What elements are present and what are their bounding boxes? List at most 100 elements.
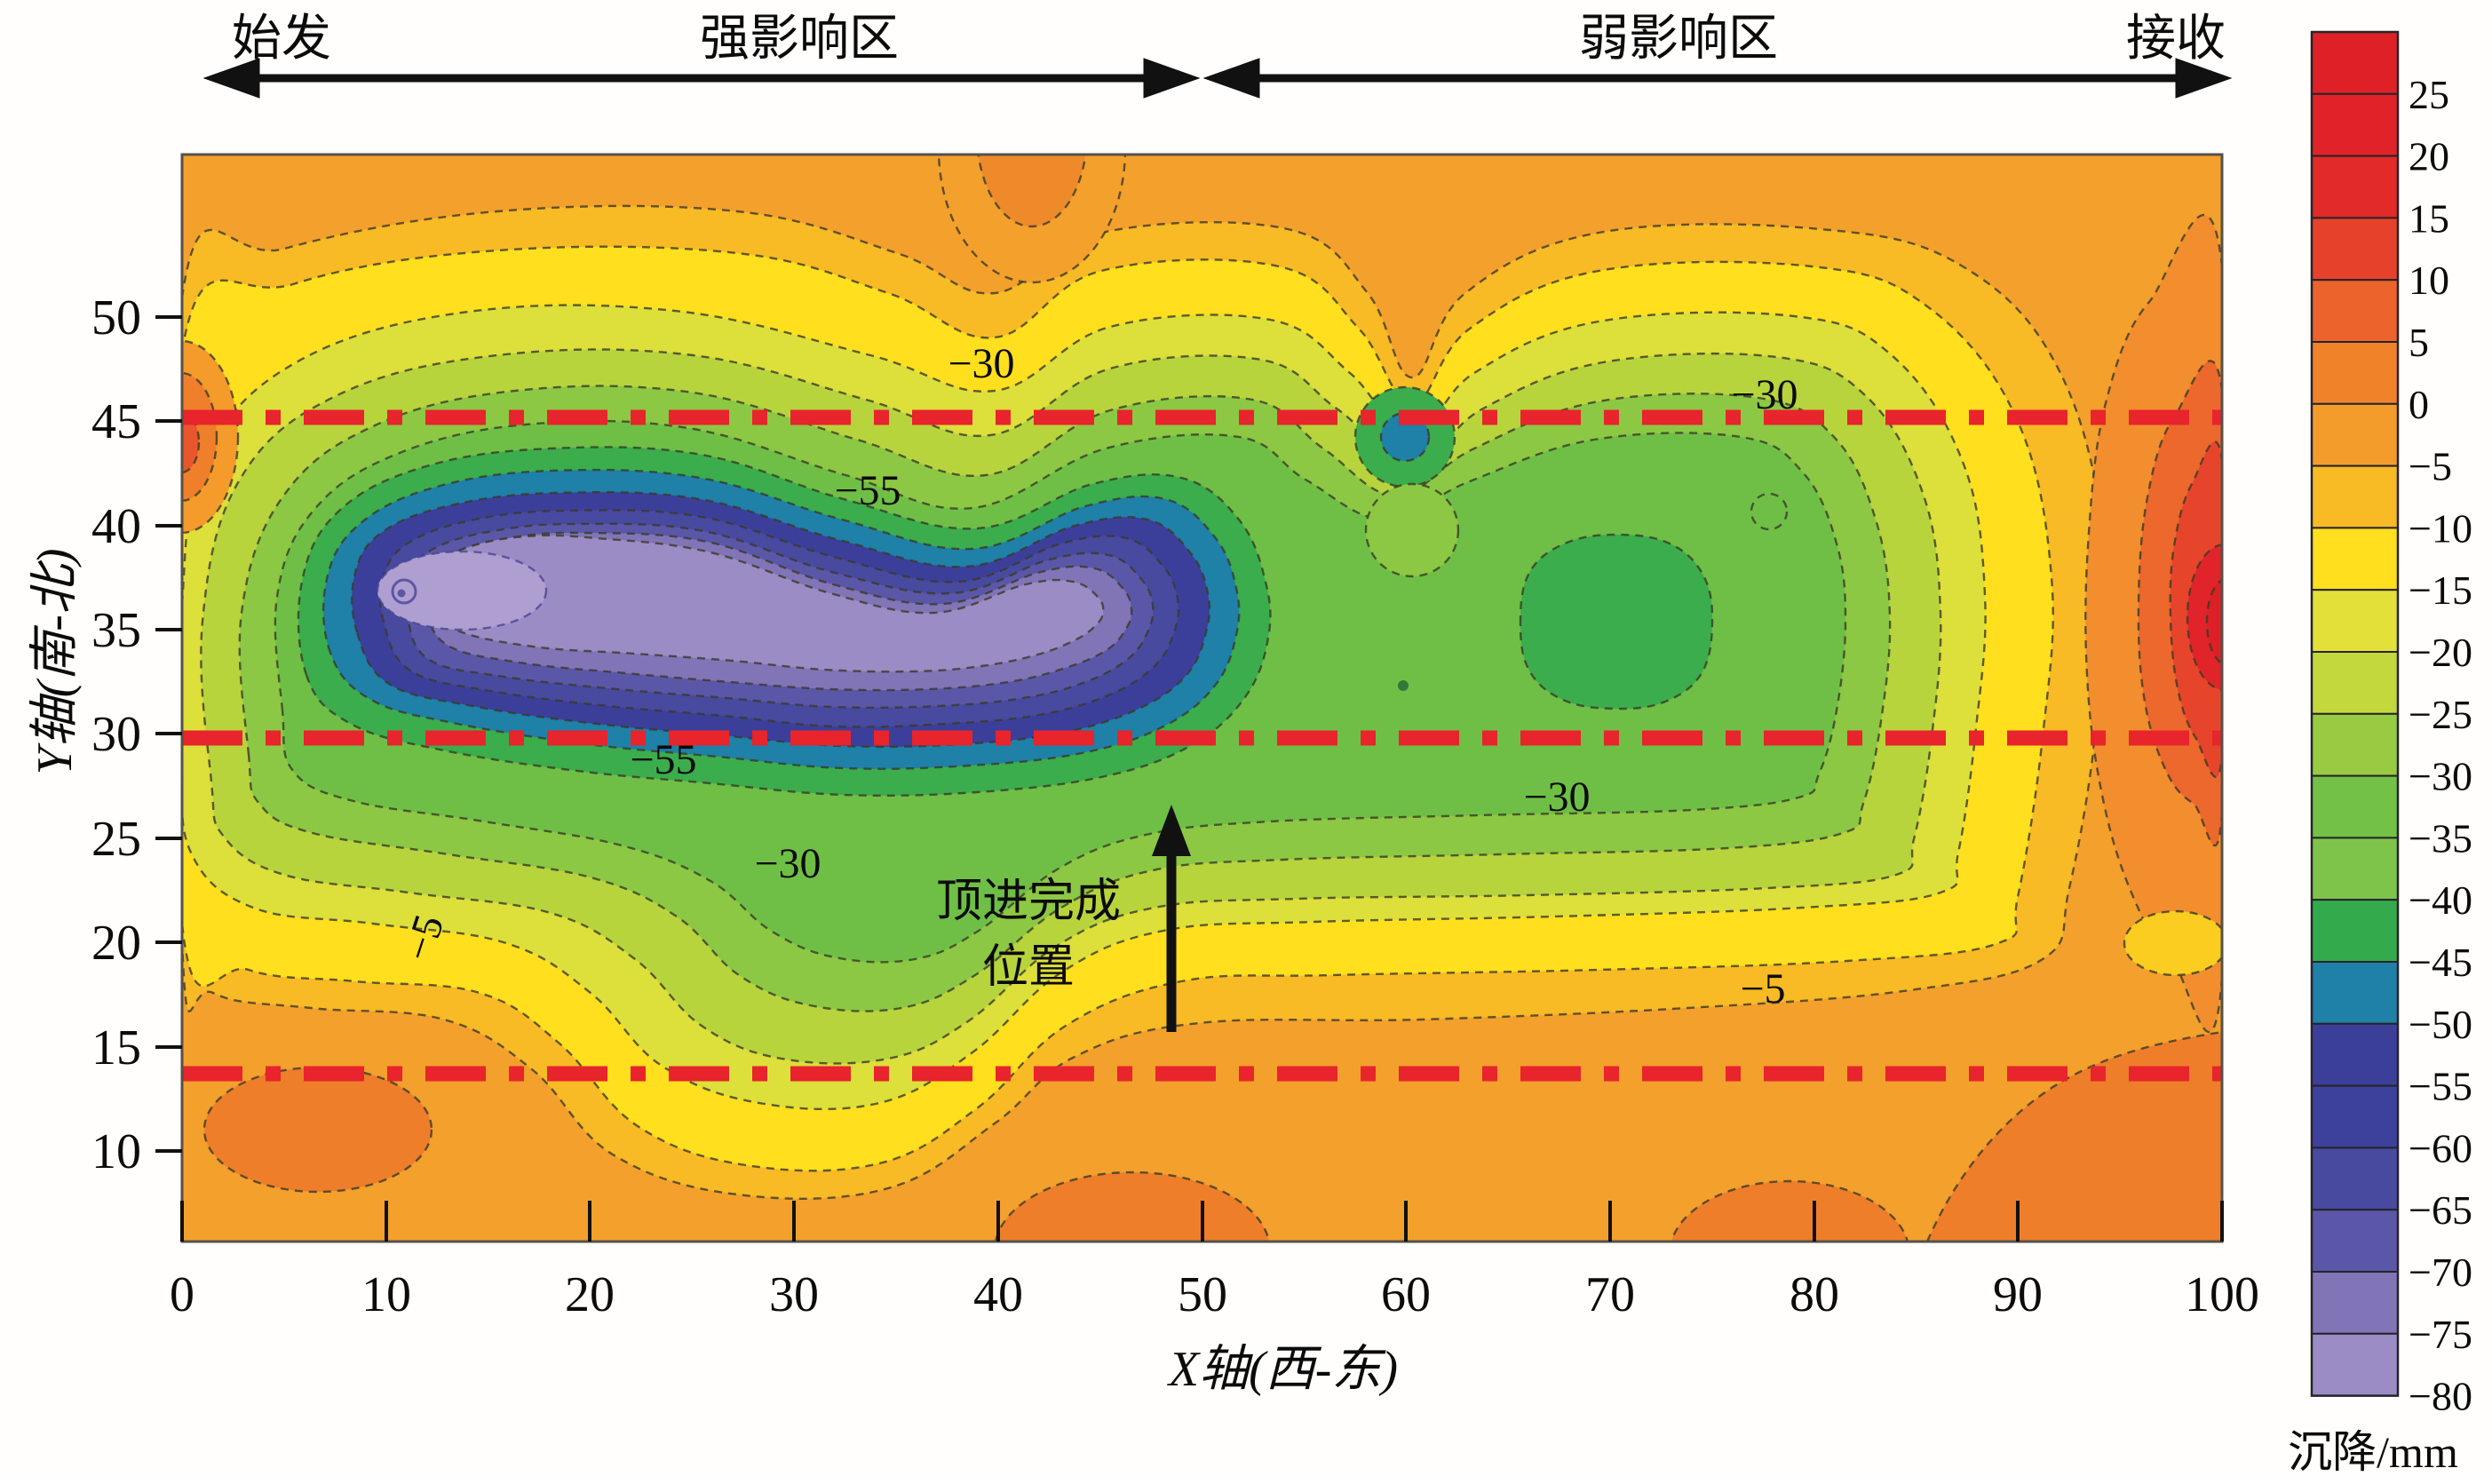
jacking-complete-annotation: 顶进完成 位置 <box>936 805 1191 1032</box>
x-tick-label: 60 <box>1381 1267 1431 1322</box>
deepest-point-ring <box>391 578 417 605</box>
colorbar-tick-label: −55 <box>2409 1064 2472 1109</box>
colorbar-block <box>2311 1271 2399 1335</box>
x-tick-label: 50 <box>1178 1267 1227 1322</box>
x-tick-label: 0 <box>170 1267 194 1322</box>
x-tick-label: 80 <box>1790 1267 1839 1322</box>
isoline-label: −5 <box>1740 965 1785 1012</box>
isoline-label: −55 <box>630 736 696 783</box>
colorbar-tick-label: 15 <box>2409 195 2449 241</box>
colorbar-block <box>2311 464 2399 529</box>
y-tick-label: 10 <box>91 1124 141 1179</box>
x-tick-label: 20 <box>565 1267 615 1322</box>
colorbar-tick-label: −70 <box>2409 1250 2472 1295</box>
colorbar-block <box>2311 961 2399 1025</box>
y-axis: 50 45 40 35 30 25 20 15 10 <box>91 290 182 1179</box>
x-tick-label: 10 <box>361 1267 411 1322</box>
colorbar-block <box>2311 774 2399 839</box>
east-edge-yellow-lens <box>2123 909 2222 977</box>
y-tick-label: 30 <box>91 707 141 762</box>
colorbar-block <box>2311 1084 2399 1149</box>
pocket--42-blob <box>1519 533 1714 710</box>
colorbar-block <box>2311 1209 2399 1273</box>
colorbar-block <box>2311 651 2399 715</box>
colorbar-block <box>2311 589 2399 654</box>
south-patch-west <box>202 1066 433 1194</box>
colorbar-block <box>2311 527 2399 591</box>
isoline-value-labels: −30−55−55−30−5−30−30−5 <box>394 340 1798 1012</box>
colorbar-tick-label: −65 <box>2409 1187 2472 1233</box>
y-tick-label: 45 <box>91 394 141 449</box>
west-edge-spot-core <box>182 410 201 474</box>
colorbar-tick-label: −5 <box>2409 444 2452 489</box>
x-axis-title: X轴(西-东) <box>1167 1342 1398 1397</box>
x-axis: 0 10 20 30 40 50 60 70 80 90 100 <box>170 1201 2259 1322</box>
colorbar-block <box>2311 1147 2399 1211</box>
top-notch-core <box>977 155 1087 228</box>
x-tick-label: 70 <box>1585 1267 1635 1322</box>
zone-label-receive: 接收 <box>2126 12 2226 67</box>
colorbar-tick-label: −35 <box>2409 815 2472 861</box>
y-tick-label: 35 <box>91 603 141 658</box>
y-axis-title: Y轴(南-北) <box>28 548 83 774</box>
east-edge-red-core <box>2186 544 2222 691</box>
strong-zone-arrow <box>202 58 1201 99</box>
colorbar-tick-label: −60 <box>2409 1125 2472 1171</box>
contour-field <box>182 155 2222 1242</box>
colorbar-block <box>2311 1332 2399 1397</box>
colorbar-block <box>2311 899 2399 964</box>
colorbar-tick-label: 5 <box>2409 320 2429 365</box>
colorbar-tick-label: −75 <box>2409 1312 2472 1357</box>
annotation-line2: 位置 <box>982 942 1075 993</box>
colorbar-tick-label: −30 <box>2409 754 2472 799</box>
colorbar-tick-label: −80 <box>2409 1374 2472 1419</box>
x-tick-label: 100 <box>2185 1267 2259 1322</box>
zone-label-weak: 弱影响区 <box>1579 12 1778 67</box>
x-tick-label: 90 <box>1993 1267 2043 1322</box>
colorbar-block <box>2311 31 2399 95</box>
colorbar-block <box>2311 712 2399 777</box>
y-tick-label: 40 <box>91 499 141 554</box>
colorbar-block <box>2311 279 2399 344</box>
zone-annotation: 始发 强影响区 弱影响区 接收 <box>202 12 2233 99</box>
isoline-label: −30 <box>1523 774 1590 821</box>
colorbar-tick-label: −40 <box>2409 877 2472 923</box>
colorbar-block <box>2311 155 2399 219</box>
up-arrow-icon <box>1152 805 1191 856</box>
isoline-label: −30 <box>754 840 821 887</box>
colorbar-tick-label: 10 <box>2409 258 2449 303</box>
south-patch-east <box>1670 1179 1909 1242</box>
east-edge-red-inner <box>2205 578 2222 665</box>
tiny-dot <box>1398 680 1409 691</box>
southeast-corner-patch <box>1925 1030 2222 1242</box>
colorbar-block <box>2311 92 2399 157</box>
colorbar-tick-label: −15 <box>2409 567 2472 613</box>
isoline-label: −30 <box>948 340 1014 387</box>
isoline-label: −55 <box>834 467 901 514</box>
reference-lines <box>182 409 2222 1082</box>
colorbar-block <box>2311 837 2399 901</box>
colorbar-block <box>2311 217 2399 282</box>
colorbar-tick-label: −25 <box>2409 692 2472 737</box>
colorbar-tick-label: −45 <box>2409 940 2472 985</box>
colorbar: 25 20 15 10 5 0 −5 −10 −15 −20 −25 −30 −35 −40 −45 −50 −… <box>2310 30 2472 1419</box>
colorbar-tick-label: 20 <box>2409 134 2449 179</box>
colorbar-tick-label: 25 <box>2409 72 2449 117</box>
zone-label-strong: 强影响区 <box>700 12 899 67</box>
top-notch-outer <box>937 155 1127 284</box>
colorbar-tick-label: 0 <box>2409 382 2429 427</box>
colorbar-frame <box>2310 30 2400 1397</box>
y-tick-label: 25 <box>91 812 141 867</box>
colorbar-tick-label: −10 <box>2409 505 2472 551</box>
y-tick-label: 50 <box>91 290 141 345</box>
x-tick-label: 40 <box>973 1267 1023 1322</box>
colorbar-block <box>2311 1022 2399 1087</box>
isoline-label: −30 <box>1731 371 1798 418</box>
y-tick-label: 15 <box>91 1020 141 1075</box>
south-patch-center <box>994 1171 1271 1242</box>
colorbar-block <box>2311 341 2399 405</box>
colorbar-block <box>2311 402 2399 467</box>
weak-zone-arrow <box>1202 58 2233 99</box>
